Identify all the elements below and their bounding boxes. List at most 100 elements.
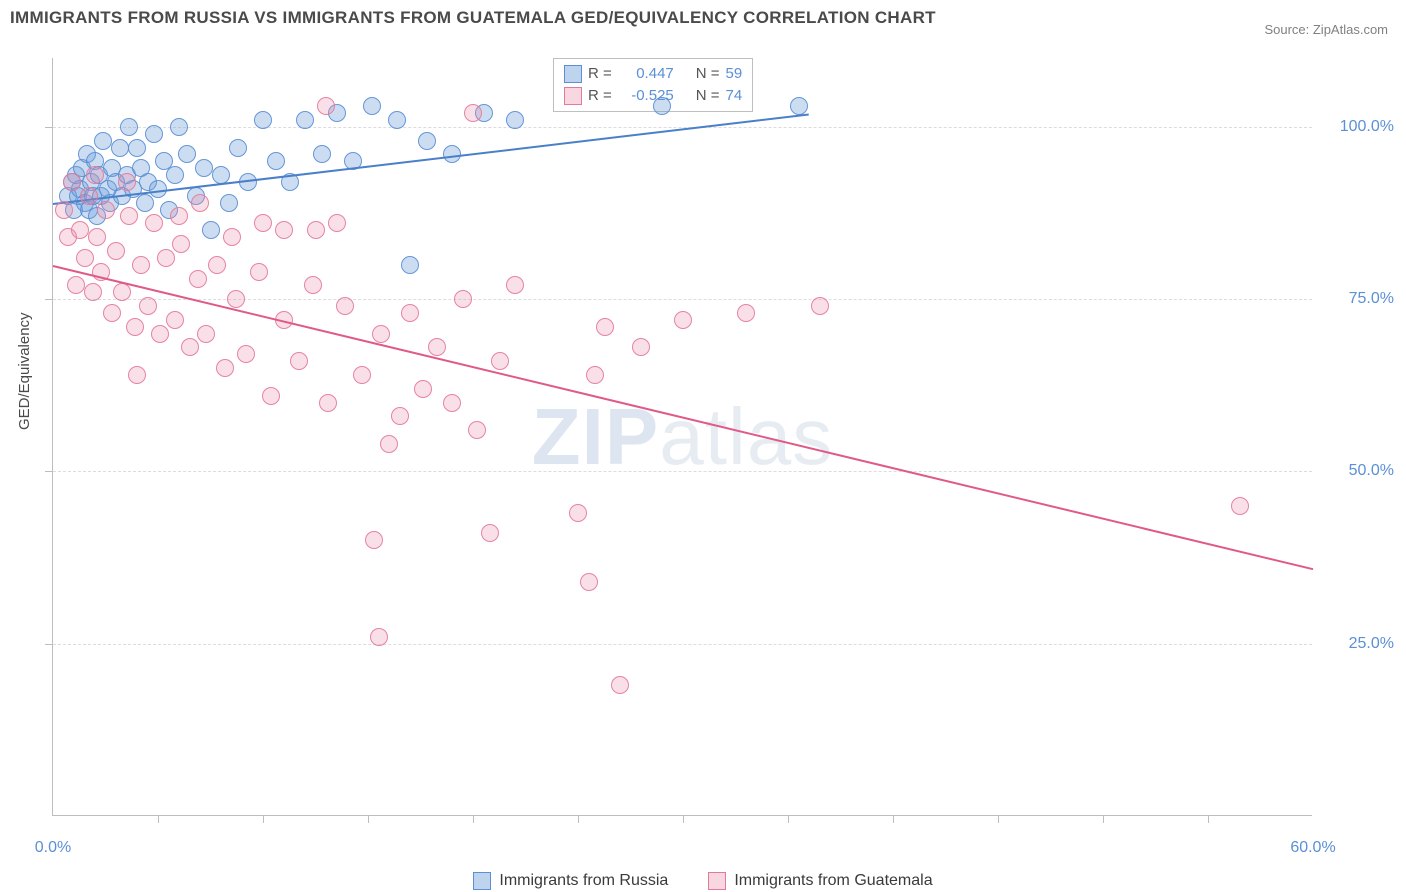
tick-bottom [998,815,999,823]
tick-bottom [578,815,579,823]
data-point-guatemala [380,435,398,453]
source-credit: Source: ZipAtlas.com [1264,22,1388,37]
n-label: N = [696,63,720,85]
data-point-guatemala [304,276,322,294]
data-point-guatemala [227,290,245,308]
data-point-guatemala [811,297,829,315]
y-tick-label: 50.0% [1324,462,1394,480]
data-point-guatemala [506,276,524,294]
data-point-guatemala [172,235,190,253]
tick-bottom [158,815,159,823]
data-point-russia [363,97,381,115]
data-point-guatemala [370,628,388,646]
data-point-guatemala [208,256,226,274]
tick-bottom [893,815,894,823]
data-point-guatemala [223,228,241,246]
data-point-guatemala [468,421,486,439]
data-point-guatemala [139,297,157,315]
gridline-h [53,644,1312,645]
data-point-russia [254,111,272,129]
data-point-russia [506,111,524,129]
data-point-guatemala [103,304,121,322]
data-point-guatemala [353,366,371,384]
data-point-guatemala [126,318,144,336]
r-value: 0.447 [618,63,674,85]
gridline-h [53,471,1312,472]
data-point-russia [653,97,671,115]
data-point-russia [388,111,406,129]
data-point-russia [202,221,220,239]
data-point-guatemala [317,97,335,115]
data-point-guatemala [118,173,136,191]
data-point-guatemala [401,304,419,322]
data-point-guatemala [80,187,98,205]
stats-row-russia: R = 0.447 N = 59 [564,63,742,85]
y-axis-title: GED/Equivalency [16,312,33,430]
data-point-guatemala [428,338,446,356]
swatch-blue [564,65,582,83]
tick-left [45,471,53,472]
tick-bottom [1208,815,1209,823]
data-point-guatemala [737,304,755,322]
data-point-russia [220,194,238,212]
data-point-guatemala [464,104,482,122]
data-point-russia [111,139,129,157]
tick-bottom [683,815,684,823]
data-point-guatemala [1231,497,1249,515]
legend-bottom: Immigrants from Russia Immigrants from G… [0,872,1406,890]
data-point-russia [94,132,112,150]
data-point-guatemala [181,338,199,356]
data-point-guatemala [365,531,383,549]
data-point-guatemala [191,194,209,212]
tick-bottom [473,815,474,823]
data-point-russia [313,145,331,163]
n-value: 59 [726,63,743,85]
n-label: N = [696,85,720,107]
r-label: R = [588,63,612,85]
data-point-guatemala [157,249,175,267]
data-point-guatemala [443,394,461,412]
data-point-guatemala [88,228,106,246]
data-point-guatemala [596,318,614,336]
x-tick-label: 60.0% [1290,839,1335,857]
data-point-guatemala [491,352,509,370]
legend-item-guatemala: Immigrants from Guatemala [708,872,932,890]
data-point-guatemala [250,263,268,281]
data-point-guatemala [611,676,629,694]
tick-bottom [368,815,369,823]
tick-bottom [788,815,789,823]
data-point-russia [195,159,213,177]
data-point-guatemala [262,387,280,405]
data-point-guatemala [336,297,354,315]
tick-left [45,299,53,300]
data-point-guatemala [580,573,598,591]
x-tick-label: 0.0% [35,839,71,857]
data-point-guatemala [107,242,125,260]
data-point-russia [128,139,146,157]
swatch-blue [473,872,491,890]
y-tick-label: 75.0% [1324,290,1394,308]
data-point-guatemala [328,214,346,232]
data-point-guatemala [254,214,272,232]
y-tick-label: 25.0% [1324,635,1394,653]
data-point-russia [401,256,419,274]
data-point-guatemala [86,166,104,184]
data-point-guatemala [84,283,102,301]
data-point-guatemala [132,256,150,274]
data-point-russia [267,152,285,170]
legend-item-russia: Immigrants from Russia [473,872,668,890]
data-point-russia [178,145,196,163]
n-value: 74 [726,85,743,107]
data-point-guatemala [237,345,255,363]
data-point-guatemala [414,380,432,398]
data-point-guatemala [97,201,115,219]
data-point-russia [145,125,163,143]
data-point-russia [229,139,247,157]
data-point-guatemala [569,504,587,522]
chart-title: IMMIGRANTS FROM RUSSIA VS IMMIGRANTS FRO… [10,8,936,28]
data-point-guatemala [319,394,337,412]
data-point-guatemala [372,325,390,343]
data-point-guatemala [290,352,308,370]
data-point-russia [418,132,436,150]
data-point-russia [120,118,138,136]
